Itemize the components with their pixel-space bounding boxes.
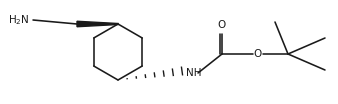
Text: H$_2$N: H$_2$N: [8, 13, 30, 27]
Polygon shape: [77, 21, 118, 27]
Text: O: O: [254, 49, 262, 59]
Text: O: O: [218, 20, 226, 30]
Text: NH: NH: [186, 68, 201, 78]
